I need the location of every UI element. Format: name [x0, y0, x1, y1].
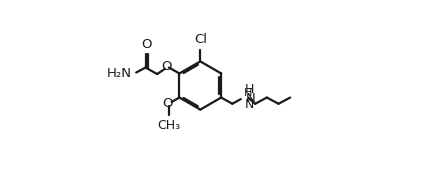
Text: Cl: Cl [194, 33, 207, 46]
Text: CH₃: CH₃ [157, 119, 180, 131]
Text: O: O [161, 60, 171, 73]
Text: O: O [162, 97, 172, 110]
Text: H₂N: H₂N [107, 67, 132, 80]
Text: O: O [141, 38, 152, 51]
Text: H: H [244, 88, 253, 98]
Text: H
N: H N [244, 83, 254, 111]
Text: N: N [246, 91, 256, 104]
